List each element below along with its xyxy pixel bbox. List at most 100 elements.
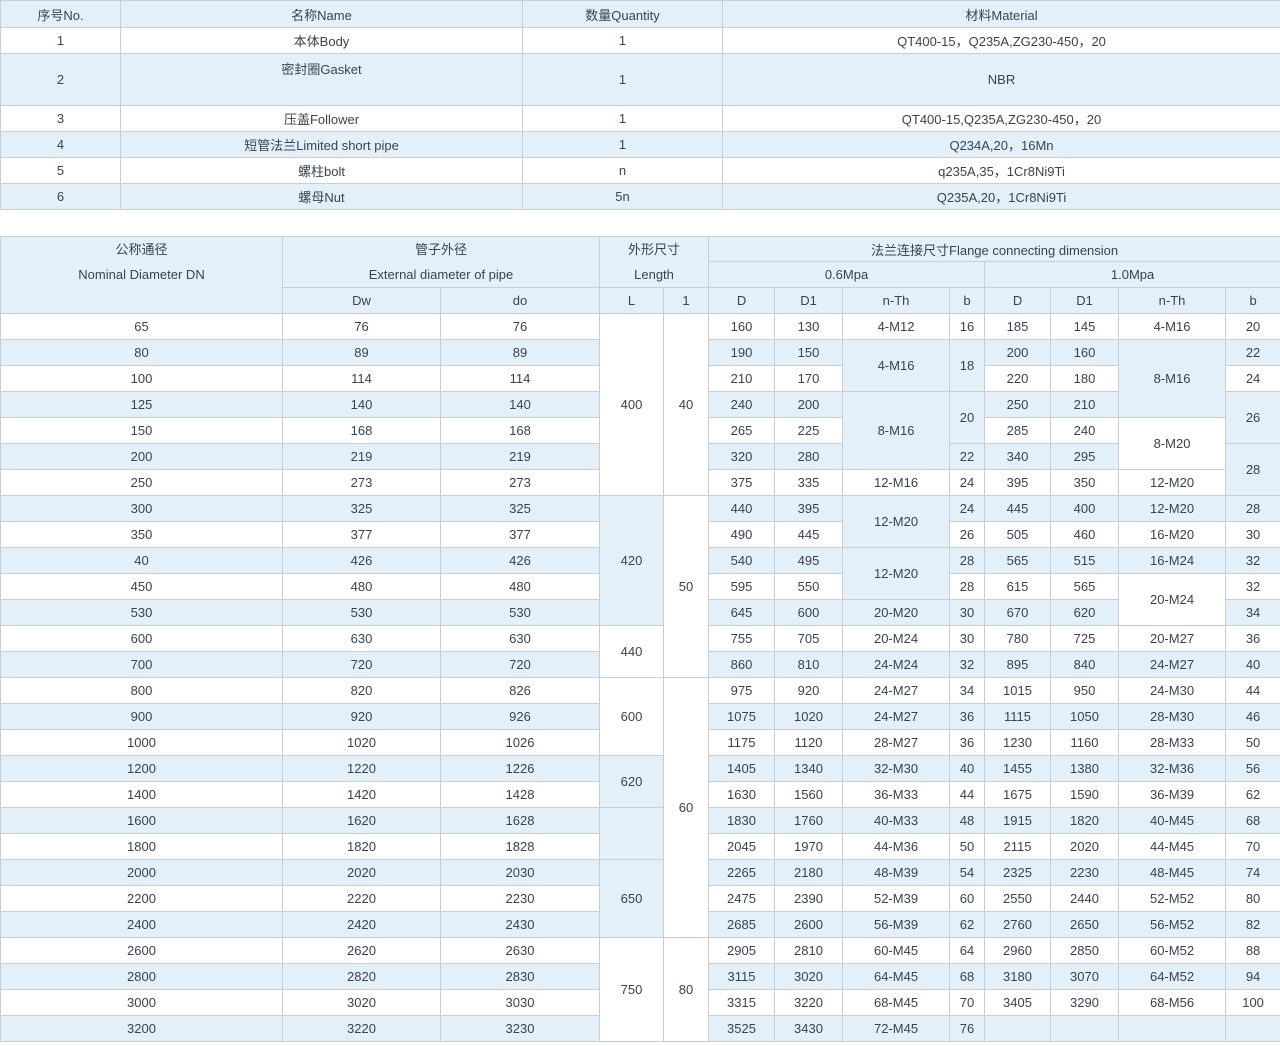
nth10-cell: 12-M20 [1118, 469, 1227, 496]
dw-cell: 325 [282, 495, 441, 522]
dim-row: 200 219 219 320 280 22 340 295 28 [0, 443, 1280, 496]
d10-cell: 1015 [984, 677, 1052, 704]
d1-10-cell: 145 [1050, 313, 1120, 340]
b06-cell: 28 [949, 573, 986, 600]
d1-06-cell: 3430 [774, 1015, 844, 1042]
dn-cell: 3000 [0, 989, 283, 1016]
dw-cell: 377 [282, 521, 441, 548]
header-06-D1: D1 [774, 287, 844, 314]
b06-cell: 22 [949, 443, 986, 470]
nth06-cell: 68-M45 [842, 989, 951, 1016]
dim-row: 2600 2620 2630 750 80 2905 2810 60-M45 6… [0, 937, 1280, 1042]
d06-cell: 975 [708, 677, 776, 704]
d1-06-cell: 1970 [774, 833, 844, 860]
dn-cell: 80 [0, 339, 283, 366]
b10-cell: 28 [1225, 495, 1280, 522]
parts-header-qty: 数量Quantity [522, 0, 723, 28]
b06-cell: 68 [949, 963, 986, 990]
d06-cell: 2905 [708, 937, 776, 964]
part-qty: 1 [522, 27, 723, 54]
header-06-b: b [949, 287, 986, 314]
nth10-cell: 24-M27 [1118, 651, 1227, 678]
b10-cell: 70 [1225, 833, 1280, 860]
d1-06-cell: 3020 [774, 963, 844, 990]
header-nominal-diameter: 公称通径 Nominal Diameter DN [0, 236, 283, 314]
b06-cell: 36 [949, 729, 986, 756]
b10-cell: 74 [1225, 859, 1280, 886]
b10-cell: 88 [1225, 937, 1280, 964]
parts-row: 4 短管法兰Limited short pipe 1 Q234A,20，16Mn [0, 131, 1280, 158]
dw-cell: 2220 [282, 885, 441, 912]
d10-cell: 395 [984, 469, 1052, 496]
dim-row: 450 480 480 595 550 28 615 565 20-M24 32 [0, 573, 1280, 626]
b10-cell: 46 [1225, 703, 1280, 730]
d10-cell: 615 [984, 573, 1052, 600]
nth10-cell: 28-M33 [1118, 729, 1227, 756]
d10-cell: 185 [984, 313, 1052, 340]
do-cell: 480 [440, 573, 600, 600]
dn-cell: 800 [0, 677, 283, 704]
d10-cell [984, 1015, 1052, 1042]
dw-cell: 1420 [282, 781, 441, 808]
L-cell: 400 [599, 313, 664, 496]
L-cell: 420 [599, 495, 664, 626]
b06-cell: 34 [949, 677, 986, 704]
do-cell: 2230 [440, 885, 600, 912]
dw-cell: 2620 [282, 937, 441, 964]
dw-cell: 480 [282, 573, 441, 600]
d10-cell: 200 [984, 339, 1052, 366]
d1-10-cell: 2850 [1050, 937, 1120, 964]
dw-cell: 530 [282, 599, 441, 626]
dim-row: 350 377 377 490 445 26 505 460 16-M20 30 [0, 521, 1280, 548]
dw-cell: 1820 [282, 833, 441, 860]
b06-cell: 28 [949, 547, 986, 574]
b10-cell: 32 [1225, 547, 1280, 574]
d1-06-cell: 445 [774, 521, 844, 548]
d1-06-cell: 705 [774, 625, 844, 652]
d10-cell: 670 [984, 599, 1052, 626]
parts-row: 1 本体Body 1 QT400-15，Q235A,ZG230-450，20 [0, 27, 1280, 54]
d10-cell: 445 [984, 495, 1052, 522]
dim-header-row-3: Dw do L 1 D D1 n-Th b D D1 n-Th b [1, 287, 1280, 314]
header-pressure-06mpa: 0.6Mpa [708, 261, 986, 288]
b06-cell: 62 [949, 911, 986, 938]
d06-cell: 490 [708, 521, 776, 548]
b06-cell: 60 [949, 885, 986, 912]
do-cell: 1226 [440, 755, 600, 782]
d06-cell: 265 [708, 417, 776, 444]
d1-06-cell: 600 [774, 599, 844, 626]
d1-06-cell: 150 [774, 339, 844, 366]
dn-cell: 3200 [0, 1015, 283, 1042]
d10-cell: 2550 [984, 885, 1052, 912]
dn-cell: 125 [0, 391, 283, 418]
dw-cell: 1220 [282, 755, 441, 782]
d1-06-cell: 550 [774, 573, 844, 600]
d1-06-cell: 1120 [774, 729, 844, 756]
part-name: 压盖Follower [120, 105, 523, 132]
d06-cell: 2045 [708, 833, 776, 860]
dim-row: 1000 1020 1026 1175 1120 28-M27 36 1230 … [0, 729, 1280, 756]
d10-cell: 1115 [984, 703, 1052, 730]
d06-cell: 440 [708, 495, 776, 522]
b06-cell: 18 [949, 339, 986, 392]
dw-cell: 1620 [282, 807, 441, 834]
parts-row: 3 压盖Follower 1 QT400-15,Q235A,ZG230-450，… [0, 105, 1280, 132]
dw-cell: 720 [282, 651, 441, 678]
nth10-cell: 20-M27 [1118, 625, 1227, 652]
dim-row: 150 168 168 265 225 285 240 8-M20 [0, 417, 1280, 470]
do-cell: 926 [440, 703, 600, 730]
d06-cell: 190 [708, 339, 776, 366]
dw-cell: 2020 [282, 859, 441, 886]
b10-cell: 34 [1225, 599, 1280, 626]
dim-row: 2000 2020 2030 650 2265 2180 48-M39 54 2… [0, 859, 1280, 938]
nth06-cell: 72-M45 [842, 1015, 951, 1042]
d1-10-cell: 3290 [1050, 989, 1120, 1016]
d10-cell: 2960 [984, 937, 1052, 964]
d1-10-cell: 240 [1050, 417, 1120, 444]
nth06-cell: 32-M30 [842, 755, 951, 782]
nth10-cell: 32-M36 [1118, 755, 1227, 782]
nth06-cell: 56-M39 [842, 911, 951, 938]
b06-cell: 50 [949, 833, 986, 860]
do-cell: 219 [440, 443, 600, 470]
l-cell: 60 [662, 677, 710, 938]
